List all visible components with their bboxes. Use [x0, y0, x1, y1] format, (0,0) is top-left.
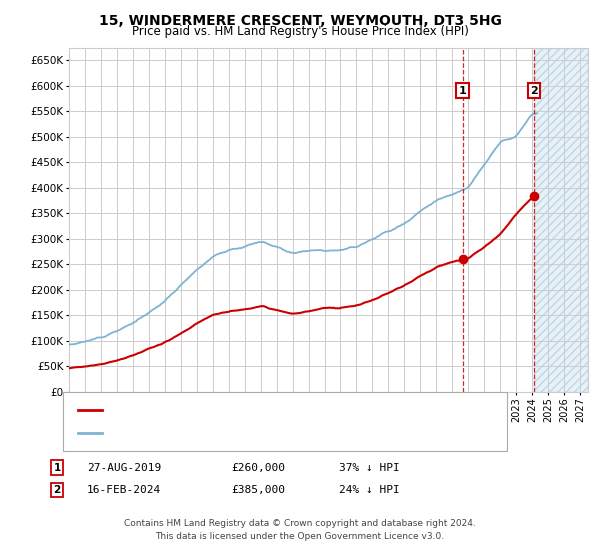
Text: £385,000: £385,000 — [231, 485, 285, 495]
Text: 24% ↓ HPI: 24% ↓ HPI — [339, 485, 400, 495]
Text: 1: 1 — [53, 463, 61, 473]
Bar — [534, 48, 588, 392]
Bar — [534, 48, 588, 392]
Text: 15, WINDERMERE CRESCENT, WEYMOUTH, DT3 5HG: 15, WINDERMERE CRESCENT, WEYMOUTH, DT3 5… — [98, 14, 502, 28]
Text: 2: 2 — [53, 485, 61, 495]
Text: Price paid vs. HM Land Registry's House Price Index (HPI): Price paid vs. HM Land Registry's House … — [131, 25, 469, 38]
Text: HPI: Average price, detached house, Dorset: HPI: Average price, detached house, Dors… — [106, 428, 334, 438]
Text: 1: 1 — [459, 86, 467, 96]
Text: 16-FEB-2024: 16-FEB-2024 — [87, 485, 161, 495]
Text: This data is licensed under the Open Government Licence v3.0.: This data is licensed under the Open Gov… — [155, 532, 445, 541]
Text: 2: 2 — [530, 86, 538, 96]
Text: 15, WINDERMERE CRESCENT, WEYMOUTH, DT3 5HG (detached house): 15, WINDERMERE CRESCENT, WEYMOUTH, DT3 5… — [106, 405, 473, 416]
Text: 37% ↓ HPI: 37% ↓ HPI — [339, 463, 400, 473]
Text: 27-AUG-2019: 27-AUG-2019 — [87, 463, 161, 473]
Text: £260,000: £260,000 — [231, 463, 285, 473]
Text: Contains HM Land Registry data © Crown copyright and database right 2024.: Contains HM Land Registry data © Crown c… — [124, 519, 476, 528]
